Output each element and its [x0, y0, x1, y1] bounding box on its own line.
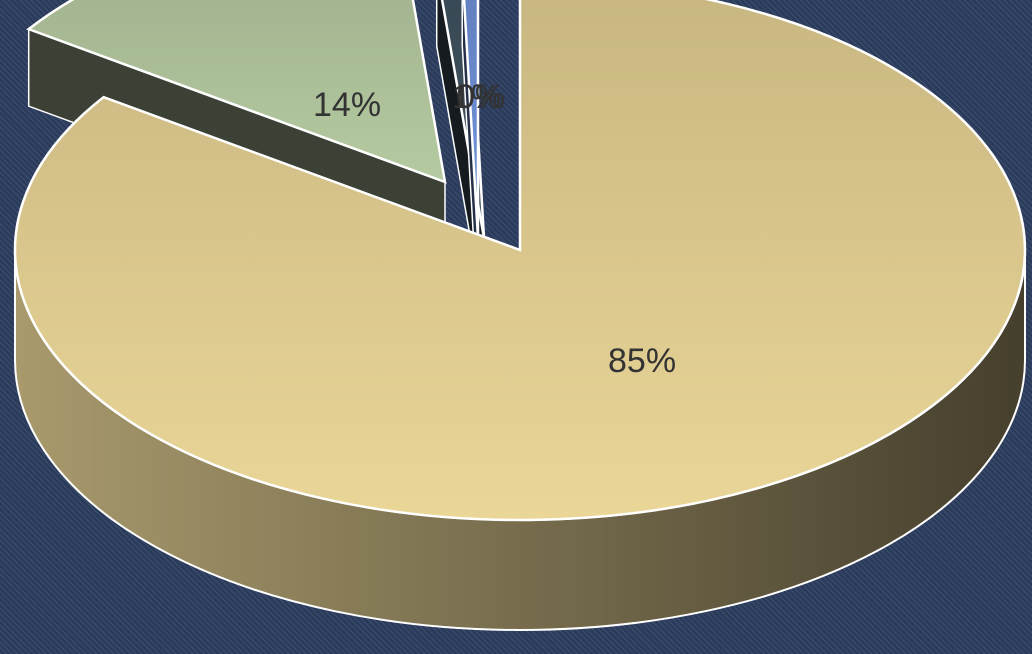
- slice-label-85: 85%: [608, 342, 677, 380]
- slice-label-1: 1%: [452, 78, 502, 116]
- slice-14-percent: [26, 0, 447, 184]
- slice-label-0: 0%: [456, 78, 506, 116]
- slice-label-14: 14%: [313, 86, 382, 124]
- slice-0-percent: [462, 0, 480, 239]
- slice-85-percent: [13, 0, 1027, 522]
